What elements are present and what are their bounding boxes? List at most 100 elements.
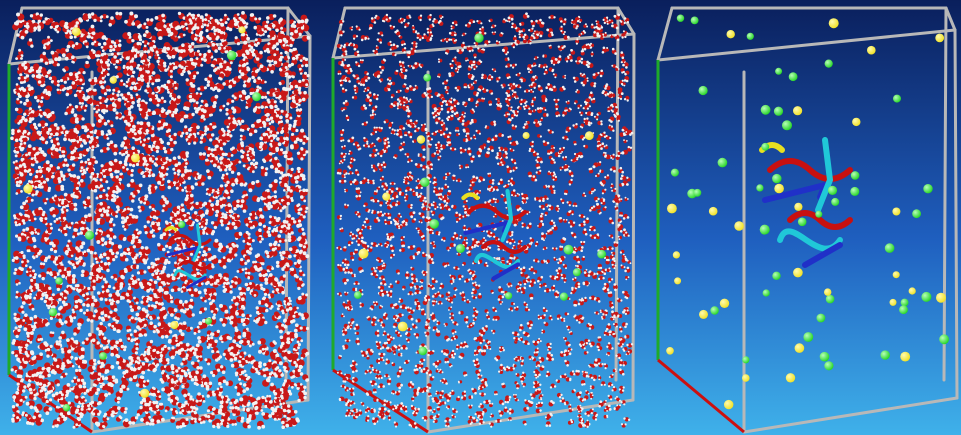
water-hydrogen — [51, 393, 56, 398]
water-hydrogen — [141, 307, 146, 312]
water-hydrogen — [177, 366, 181, 370]
water-hydrogen — [199, 32, 203, 36]
water-hydrogen — [160, 96, 164, 100]
water-hydrogen — [80, 220, 84, 224]
water-hydrogen — [283, 154, 288, 159]
water-hydrogen — [27, 131, 31, 135]
water-hydrogen — [246, 36, 251, 41]
water-hydrogen — [17, 92, 20, 96]
water-hydrogen — [226, 424, 230, 428]
water-hydrogen — [71, 263, 75, 267]
water-hydrogen — [83, 311, 86, 315]
water-hydrogen — [46, 354, 50, 358]
water-hydrogen — [130, 308, 135, 313]
water-hydrogen — [24, 413, 28, 417]
water-oxygen — [302, 73, 308, 80]
water-hydrogen — [271, 267, 275, 270]
water-hydrogen — [306, 74, 310, 78]
water-hydrogen — [161, 195, 165, 199]
water-hydrogen — [148, 191, 152, 195]
water-hydrogen — [48, 407, 53, 411]
water-hydrogen — [33, 406, 38, 410]
water-hydrogen — [13, 271, 17, 275]
water-hydrogen — [87, 407, 91, 411]
water-hydrogen — [14, 221, 18, 224]
water-hydrogen — [194, 420, 197, 423]
water-hydrogen — [130, 192, 134, 196]
water-hydrogen — [61, 53, 66, 58]
water-hydrogen — [261, 95, 265, 99]
water-hydrogen — [21, 310, 25, 314]
water-hydrogen — [56, 63, 60, 67]
water-hydrogen — [205, 218, 209, 222]
water-hydrogen — [279, 99, 284, 104]
water-hydrogen — [71, 286, 74, 290]
water-hydrogen — [260, 166, 264, 170]
water-hydrogen — [86, 134, 91, 139]
water-hydrogen — [96, 291, 101, 295]
water-hydrogen — [84, 399, 87, 402]
water-hydrogen — [258, 86, 262, 90]
water-hydrogen — [10, 136, 14, 141]
water-hydrogen — [145, 421, 150, 426]
water-hydrogen — [50, 39, 53, 42]
water-hydrogen — [225, 226, 230, 231]
water-hydrogen — [196, 271, 200, 276]
water-hydrogen — [189, 50, 193, 53]
water-hydrogen — [106, 142, 111, 147]
water-hydrogen — [279, 329, 283, 334]
water-hydrogen — [237, 335, 242, 339]
water-hydrogen — [41, 276, 45, 281]
water-hydrogen — [94, 79, 98, 83]
water-hydrogen — [190, 31, 194, 35]
water-hydrogen — [80, 166, 84, 170]
water-hydrogen — [30, 289, 34, 292]
water-hydrogen — [20, 232, 24, 236]
water-hydrogen — [191, 313, 195, 317]
water-hydrogen — [123, 348, 127, 352]
water-hydrogen — [195, 201, 199, 206]
water-hydrogen — [290, 231, 294, 235]
water-hydrogen — [149, 321, 153, 326]
water-hydrogen — [58, 269, 62, 273]
water-hydrogen — [208, 381, 213, 386]
water-hydrogen — [60, 321, 64, 326]
water-hydrogen — [224, 309, 229, 314]
water-hydrogen — [274, 240, 278, 245]
water-hydrogen — [30, 231, 35, 235]
water-hydrogen — [62, 178, 66, 181]
water-hydrogen — [189, 397, 193, 401]
water-hydrogen — [283, 379, 287, 383]
water-hydrogen — [232, 244, 236, 248]
water-hydrogen — [164, 258, 169, 263]
water-oxygen — [55, 219, 61, 225]
water-hydrogen — [104, 298, 108, 302]
water-hydrogen — [99, 385, 103, 389]
water-hydrogen — [193, 411, 197, 415]
water-hydrogen — [122, 152, 126, 156]
water-hydrogen — [189, 326, 193, 330]
water-hydrogen — [203, 86, 207, 90]
water-hydrogen — [84, 160, 88, 164]
water-hydrogen — [103, 262, 108, 266]
water-hydrogen — [264, 95, 268, 99]
water-hydrogen — [120, 79, 123, 83]
water-hydrogen — [82, 168, 86, 172]
water-hydrogen — [63, 158, 68, 162]
water-hydrogen — [238, 286, 242, 291]
water-hydrogen — [279, 251, 282, 255]
water-hydrogen — [289, 43, 293, 48]
water-hydrogen — [298, 250, 302, 255]
water-hydrogen — [83, 170, 87, 175]
water-hydrogen — [76, 232, 80, 236]
water-hydrogen — [66, 272, 71, 277]
water-hydrogen — [174, 86, 178, 90]
water-hydrogen — [295, 56, 299, 59]
water-hydrogen — [251, 181, 256, 185]
water-hydrogen — [130, 338, 134, 342]
water-hydrogen — [169, 399, 174, 403]
water-hydrogen — [140, 300, 144, 304]
water-hydrogen — [122, 83, 126, 86]
